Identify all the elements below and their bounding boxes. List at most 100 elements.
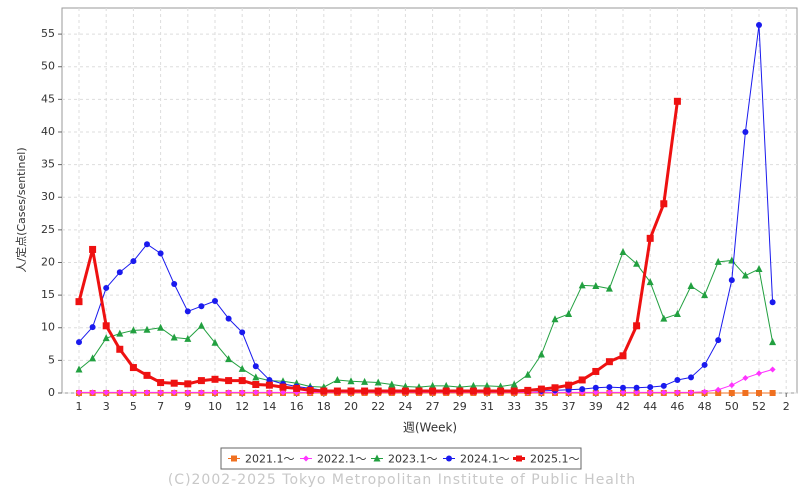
y-tick-label: 50: [41, 60, 55, 73]
marker: [75, 365, 83, 373]
marker: [144, 241, 150, 248]
marker: [755, 265, 763, 273]
x-tick-label: 52: [752, 400, 766, 413]
marker: [252, 389, 259, 396]
marker: [605, 358, 613, 366]
marker: [742, 390, 749, 396]
marker: [225, 389, 232, 396]
marker: [76, 389, 82, 396]
marker: [715, 337, 722, 344]
legend-marker: [231, 455, 237, 462]
x-tick-label: 9: [184, 400, 191, 413]
marker: [619, 248, 627, 256]
marker: [619, 352, 627, 360]
marker: [620, 384, 626, 391]
marker: [469, 381, 477, 389]
x-tick-label: 37: [562, 400, 576, 413]
marker: [483, 381, 491, 389]
marker: [266, 376, 273, 383]
y-tick-label: 55: [41, 27, 55, 40]
marker: [578, 376, 586, 384]
marker: [756, 21, 762, 28]
marker: [130, 389, 137, 396]
marker: [225, 315, 232, 322]
x-tick-label: 35: [534, 400, 548, 413]
marker: [660, 382, 667, 389]
marker: [769, 338, 777, 346]
marker: [129, 326, 137, 334]
marker: [483, 387, 491, 395]
marker: [647, 384, 654, 391]
y-axis-label: 人/定点(Cases/sentinel): [14, 147, 28, 272]
x-tick-label: 10: [208, 400, 222, 413]
marker: [551, 315, 559, 323]
x-tick-label: 24: [398, 400, 412, 413]
footer: (C)2002-2025 Tokyo Metropolitan Institut…: [168, 472, 636, 488]
marker: [265, 381, 273, 389]
marker: [633, 322, 641, 330]
marker: [497, 387, 505, 395]
x-tick-label: 16: [290, 400, 304, 413]
x-tick-label: 22: [371, 400, 385, 413]
legend-label: 2025.1～: [530, 453, 580, 466]
marker: [469, 387, 477, 395]
legend-marker: [303, 455, 309, 462]
marker: [606, 384, 613, 391]
marker: [442, 381, 450, 389]
legend-label: 2022.1～: [317, 453, 367, 466]
marker: [266, 389, 273, 396]
marker: [579, 386, 586, 393]
marker: [293, 384, 301, 392]
marker: [605, 284, 613, 292]
x-tick-label: 5: [130, 400, 137, 413]
marker: [157, 389, 164, 396]
x-tick-label: 20: [344, 400, 358, 413]
marker: [252, 381, 260, 389]
marker: [102, 322, 110, 330]
y-tick-label: 45: [41, 92, 55, 105]
marker: [673, 310, 681, 318]
marker: [116, 389, 123, 396]
marker: [333, 387, 341, 395]
marker: [238, 364, 246, 372]
marker: [715, 390, 722, 396]
marker: [742, 374, 749, 381]
marker: [238, 377, 246, 385]
marker: [442, 387, 450, 395]
legend-marker: [446, 455, 452, 462]
marker: [660, 314, 668, 322]
marker: [715, 386, 722, 393]
marker: [157, 323, 165, 331]
plot-area: [61, 7, 798, 394]
marker: [701, 388, 708, 395]
series-line: [78, 251, 774, 388]
marker: [252, 373, 260, 381]
marker: [688, 374, 694, 381]
x-tick-label: 1: [76, 400, 83, 413]
marker: [89, 389, 96, 396]
legend-label: 2024.1～: [460, 453, 510, 466]
marker: [225, 377, 233, 385]
marker: [756, 370, 762, 377]
marker: [565, 310, 573, 318]
marker: [320, 387, 328, 395]
marker: [143, 325, 151, 333]
marker: [660, 389, 667, 396]
legend-box: [220, 447, 582, 470]
marker: [252, 363, 259, 370]
marker: [116, 329, 124, 337]
legend-marker: [516, 455, 522, 462]
x-tick-label: 44: [643, 400, 657, 413]
marker: [374, 378, 382, 386]
marker: [769, 390, 776, 396]
marker: [524, 370, 532, 378]
marker: [647, 389, 654, 396]
marker: [211, 375, 219, 383]
marker: [157, 250, 164, 257]
marker: [687, 281, 695, 289]
marker: [279, 383, 287, 391]
x-tick-label: 12: [235, 400, 249, 413]
marker: [347, 377, 355, 385]
marker: [660, 200, 668, 208]
marker: [184, 380, 192, 388]
